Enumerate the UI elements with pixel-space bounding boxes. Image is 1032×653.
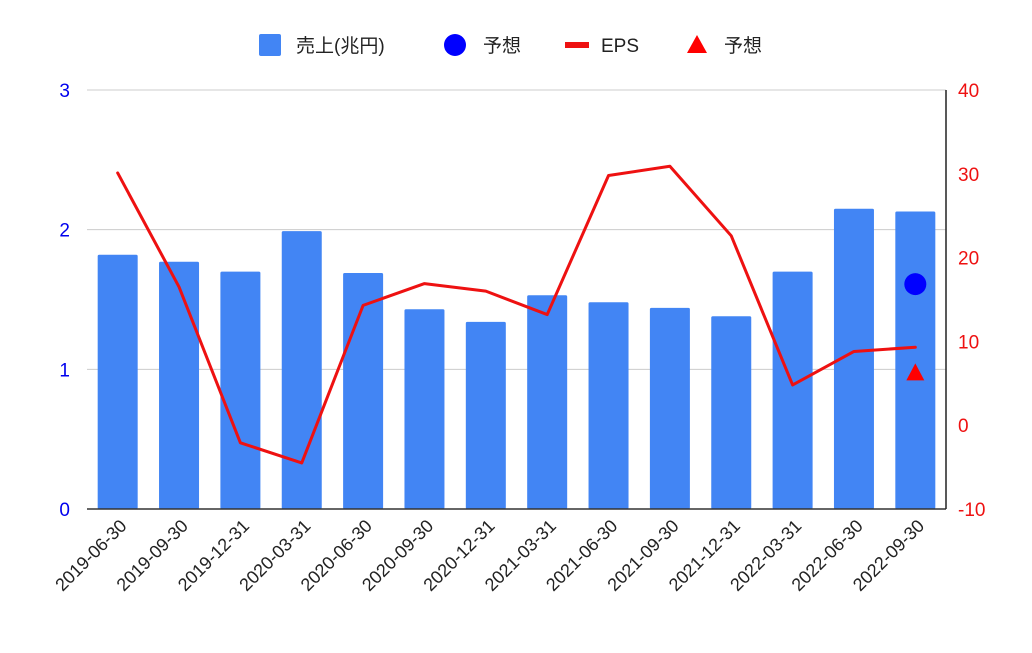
- legend-circle-swatch: [444, 34, 466, 56]
- right-tick-label: 40: [958, 81, 979, 102]
- bar: [220, 271, 261, 509]
- bar: [895, 211, 936, 509]
- legend-line-swatch: [565, 42, 589, 48]
- right-tick-label: 10: [958, 332, 979, 353]
- bar: [772, 271, 813, 509]
- forecast-triangle-marker: [906, 363, 925, 381]
- legend-bar-swatch: [259, 34, 281, 56]
- eps-line-series: [116, 164, 917, 465]
- gridlines: [87, 89, 946, 370]
- legend-label: 売上(兆円): [296, 35, 385, 57]
- left-tick-label: 0: [59, 500, 70, 521]
- x-axis-tick-labels: 2019-06-302019-09-302019-12-312020-03-31…: [51, 516, 928, 595]
- right-tick-label: 20: [958, 249, 979, 270]
- legend: 売上(兆円) 予想 EPS 予想: [259, 34, 762, 57]
- bar: [97, 254, 138, 509]
- bar: [404, 309, 445, 509]
- bar: [649, 307, 690, 509]
- left-axis-tick-labels: 0 1 2 3: [59, 81, 70, 521]
- right-axis-tick-labels: -10 0 10 20 30 40: [958, 81, 985, 521]
- right-tick-label: -10: [958, 500, 985, 521]
- bar-series: [97, 208, 936, 509]
- forecast-markers: [904, 273, 927, 381]
- axes: [87, 90, 947, 510]
- legend-label: EPS: [601, 36, 639, 57]
- left-tick-label: 1: [59, 360, 70, 381]
- bar: [159, 261, 200, 509]
- left-tick-label: 3: [59, 81, 70, 102]
- right-tick-label: 30: [958, 165, 979, 186]
- right-tick-label: 0: [958, 416, 969, 437]
- bar: [527, 295, 568, 509]
- bar: [281, 231, 322, 509]
- bar: [833, 208, 874, 509]
- bar: [465, 321, 506, 509]
- legend-label: 予想: [483, 35, 521, 57]
- legend-triangle-swatch: [687, 35, 707, 53]
- bar: [711, 316, 752, 509]
- left-tick-label: 2: [59, 221, 70, 242]
- forecast-circle-marker: [904, 273, 927, 296]
- bar: [588, 302, 629, 509]
- legend-label: 予想: [724, 35, 762, 57]
- eps-line: [116, 164, 917, 465]
